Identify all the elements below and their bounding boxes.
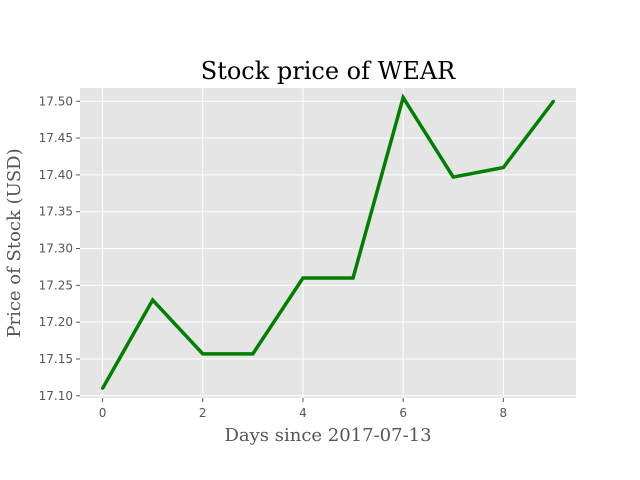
x-tick-label: 6	[399, 406, 407, 420]
ticks: 17.10 17.15 17.20 17.25 17.30 17.35 17.40 17.45…	[39, 94, 508, 420]
x-axis-label: Days since 2017-07-13	[224, 425, 431, 446]
x-tick-label: 0	[99, 406, 107, 420]
chart-title: Stock price of WEAR	[201, 57, 456, 85]
y-tick-label: 17.25	[39, 278, 73, 292]
series	[101, 93, 555, 390]
x-tick-label: 4	[299, 406, 307, 420]
y-tick-label: 17.50	[39, 94, 73, 108]
data-point	[551, 99, 555, 103]
data-point	[451, 175, 455, 179]
plot-area	[80, 88, 576, 398]
data-point	[501, 166, 505, 170]
y-axis-label: Price of Stock (USD)	[4, 148, 25, 337]
price-series-line	[101, 93, 555, 390]
gridlines	[80, 88, 576, 398]
y-tick-label: 17.30	[39, 242, 73, 256]
y-tick-label: 17.35	[39, 205, 73, 219]
data-point	[101, 386, 105, 390]
x-tick-label: 2	[199, 406, 207, 420]
y-tick-label: 17.15	[39, 352, 73, 366]
y-tick-label: 17.10	[39, 389, 73, 403]
data-point	[401, 96, 405, 100]
data-point	[151, 298, 155, 302]
x-tick-label: 8	[500, 406, 508, 420]
data-point	[301, 276, 305, 280]
data-point	[351, 276, 355, 280]
y-tick-label: 17.45	[39, 131, 73, 145]
y-tick-label: 17.20	[39, 315, 73, 329]
data-point	[201, 352, 205, 356]
y-tick-label: 17.40	[39, 168, 73, 182]
data-point	[251, 352, 255, 356]
